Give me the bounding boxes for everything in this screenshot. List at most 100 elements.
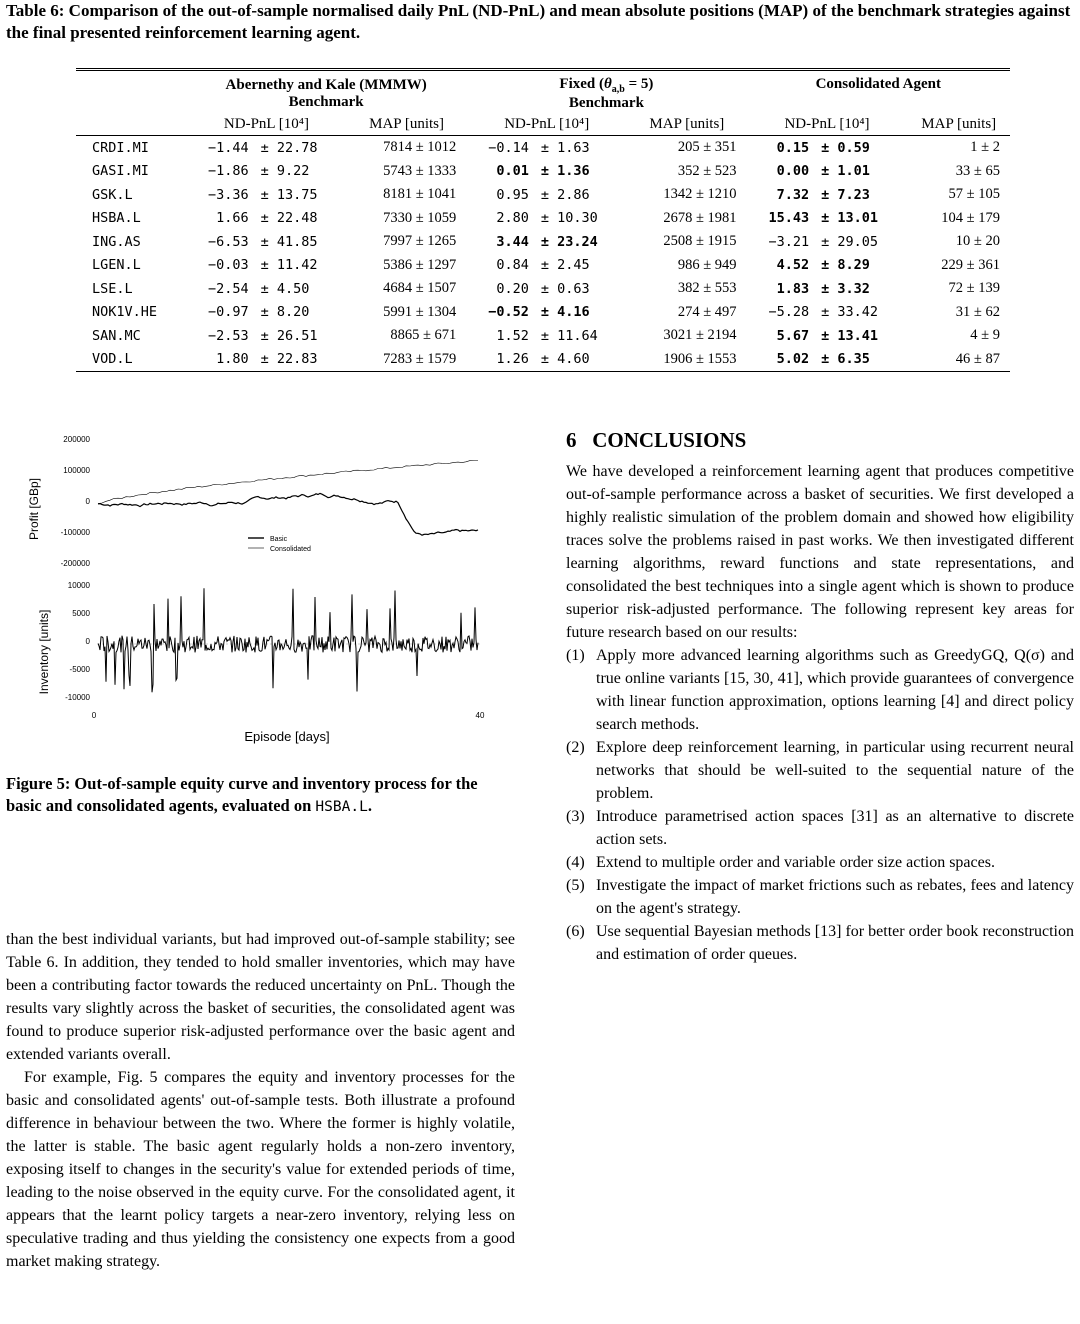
legend-basic-label: Basic xyxy=(270,536,288,543)
profit-tick: 100000 xyxy=(63,466,90,475)
ndpnl-cell: −6.53 xyxy=(207,233,249,250)
ndpnl-cell: −5.28 xyxy=(768,304,810,321)
ndpnl-cell: ± 2.45 xyxy=(540,257,590,274)
inventory-tick: 5000 xyxy=(72,609,90,618)
map-cell: 7283 ± 1579 xyxy=(383,350,457,367)
ndpnl-cell: 0.84 xyxy=(496,257,529,274)
security-name: CRDI.MI xyxy=(92,139,149,156)
ndpnl-cell: ± 0.63 xyxy=(540,280,590,297)
ndpnl-cell: 1.26 xyxy=(496,351,529,368)
ndpnl-cell: 0.95 xyxy=(496,186,529,203)
map-cell: 2678 ± 1981 xyxy=(663,209,737,226)
ndpnl-cell: ± 8.29 xyxy=(821,257,870,274)
ndpnl-cell: ± 4.60 xyxy=(540,351,590,368)
ndpnl-cell: 0.20 xyxy=(496,280,529,297)
security-name: HSBA.L xyxy=(92,210,141,227)
table-row: ING.AS −6.53 ± 41.85 7997 ± 1265 3.44 ± 23.24… xyxy=(76,230,1010,254)
map-cell: 4 ± 9 xyxy=(970,327,1000,344)
map-cell: 382 ± 553 xyxy=(677,280,737,297)
profit-ylabel: Profit [GBp] xyxy=(28,478,41,540)
table-row: NOK1V.HE −0.97 ± 8.20 5991 ± 1304 −0.52 ± 4.1… xyxy=(76,301,1010,325)
right-column-text: We have developed a reinforcement learni… xyxy=(566,460,1074,966)
map-cell: 1 ± 2 xyxy=(970,139,1000,156)
map-cell: 5991 ± 1304 xyxy=(383,303,457,320)
ndpnl-cell: −0.03 xyxy=(207,257,249,274)
figure-caption: Figure 5: Out-of-sample equity curve and… xyxy=(6,774,478,815)
ndpnl-cell: 15.43 xyxy=(768,210,810,227)
map-cell: 57 ± 105 xyxy=(948,186,1000,203)
ndpnl-cell: −0.52 xyxy=(488,304,529,321)
ndpnl-cell: −3.36 xyxy=(207,186,249,203)
ndpnl-cell: ± 4.50 xyxy=(260,280,310,297)
map-cell: 1906 ± 1553 xyxy=(663,350,737,367)
map-cell: 205 ± 351 xyxy=(677,139,737,156)
security-name: GSK.L xyxy=(92,186,133,203)
ndpnl-cell: ± 13.75 xyxy=(260,186,318,203)
map-cell: 7997 ± 1265 xyxy=(383,233,457,250)
paragraph: We have developed a reinforcement learni… xyxy=(566,463,1074,641)
table-row: GASI.MI −1.86 ± 9.22 5743 ± 1333 0.01 ± 1.36 3… xyxy=(76,160,1010,184)
basic-equity-line xyxy=(97,492,479,536)
list-number: (5) xyxy=(566,877,585,894)
ndpnl-cell: 2.80 xyxy=(496,210,529,227)
ndpnl-cell: 7.32 xyxy=(776,186,810,203)
group-header-ak: Abernethy and Kale (MMMW) Benchmark xyxy=(225,77,427,110)
ndpnl-cell: ± 22.48 xyxy=(260,210,318,227)
figure-5-plots: Profit [GBp] Inventory [units] 200000 10… xyxy=(27,435,485,744)
map-cell: 7330 ± 1059 xyxy=(383,209,457,226)
ndpnl-cell: ± 10.30 xyxy=(540,210,598,227)
ndpnl-cell: ± 11.42 xyxy=(260,257,318,274)
list-item: (5) Investigate the impact of market fric… xyxy=(566,874,1074,920)
map-cell: 2508 ± 1915 xyxy=(663,233,737,250)
profit-tick: -200000 xyxy=(61,559,91,568)
results-table: Abernethy and Kale (MMMW) Benchmark Fixed… xyxy=(76,68,1010,372)
ndpnl-cell: 1.52 xyxy=(496,327,529,344)
list-item: (1) Apply more advanced learning algorith… xyxy=(566,644,1074,736)
ndpnl-cell: −2.53 xyxy=(207,327,249,344)
list-number: (1) xyxy=(566,647,585,664)
ndpnl-cell: ± 1.01 xyxy=(821,163,870,180)
profit-tick: 200000 xyxy=(63,435,90,444)
ndpnl-cell: ± 6.35 xyxy=(821,351,870,368)
section-heading: 6 CONCLUSIONS xyxy=(566,428,747,452)
map-cell: 3021 ± 2194 xyxy=(663,327,737,344)
inventory-tick: 0 xyxy=(86,637,91,646)
security-name: ING.AS xyxy=(92,233,141,250)
ndpnl-cell: 3.44 xyxy=(496,233,529,250)
ndpnl-cell: −1.44 xyxy=(207,139,249,156)
figure-5: Profit [GBp] Inventory [units] 200000 10… xyxy=(27,434,498,754)
security-name: GASI.MI xyxy=(92,163,149,180)
ndpnl-cell: 0.15 xyxy=(776,139,810,156)
ndpnl-cell: −0.14 xyxy=(488,139,529,156)
ndpnl-cell: 0.00 xyxy=(776,163,810,180)
list-text: Introduce parametrised action spaces [31… xyxy=(596,808,1074,848)
map-cell: 33 ± 65 xyxy=(955,162,1000,179)
group-header-fixed: Fixed (θa,b = 5) Benchmark xyxy=(559,76,654,111)
ndpnl-cell: ± 3.32 xyxy=(821,280,870,297)
col-ndpnl: ND-PnL [10⁴] xyxy=(223,116,309,132)
list-number: (2) xyxy=(566,739,585,756)
ndpnl-cell: ± 8.20 xyxy=(260,304,310,321)
ndpnl-cell: −2.54 xyxy=(207,280,249,297)
table-row: CRDI.MI −1.44 ± 22.78 7814 ± 1012 −0.14 ± 1.6… xyxy=(76,136,1010,160)
ndpnl-cell: ± 22.83 xyxy=(260,351,318,368)
security-name: VOD.L xyxy=(92,351,133,368)
inventory-tick: -5000 xyxy=(70,665,91,674)
future-work-list: (1) Apply more advanced learning algorith… xyxy=(566,644,1074,966)
list-number: (4) xyxy=(566,854,585,871)
col-map: MAP [units] xyxy=(921,116,997,132)
security-name: SAN.MC xyxy=(92,327,141,344)
security-name: NOK1V.HE xyxy=(92,304,158,321)
list-item: (3) Introduce parametrised action spaces … xyxy=(566,805,1074,851)
profit-tick: -100000 xyxy=(61,528,91,537)
legend-consolidated-label: Consolidated xyxy=(270,546,311,553)
ndpnl-cell: ± 23.24 xyxy=(540,233,598,250)
ndpnl-cell: 1.83 xyxy=(776,280,810,297)
map-cell: 5743 ± 1333 xyxy=(383,162,457,179)
col-map: MAP [units] xyxy=(369,116,445,132)
map-cell: 72 ± 139 xyxy=(948,280,1000,297)
table-caption: Table 6: Comparison of the out-of-sample… xyxy=(6,1,1071,42)
map-cell: 986 ± 949 xyxy=(677,256,737,273)
table-row: LSE.L −2.54 ± 4.50 4684 ± 1507 0.20 ± 0.63 382… xyxy=(76,277,1010,301)
ndpnl-cell: ± 29.05 xyxy=(821,233,879,250)
